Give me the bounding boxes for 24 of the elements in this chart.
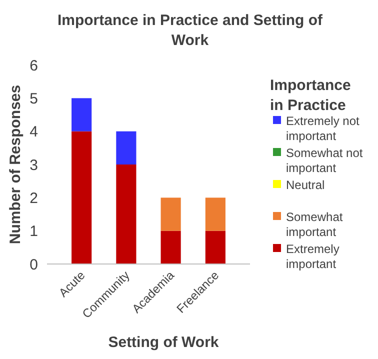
bar (160, 230, 181, 264)
legend-label: Somewhat important (286, 210, 344, 239)
bar (116, 131, 136, 164)
y-tick-label: 6 (30, 57, 38, 74)
bar (160, 198, 181, 231)
y-tick-label: 0 (30, 256, 38, 274)
legend-label: Extremely important (286, 242, 340, 271)
y-tick-label: 2 (30, 190, 38, 207)
legend-title: Importance in Practice (270, 77, 351, 114)
y-tick-label: 5 (30, 90, 38, 108)
y-tick-label: 3 (30, 156, 38, 174)
x-axis-title: Setting of Work (108, 334, 220, 351)
y-tick-label: 4 (30, 124, 38, 141)
legend-label: Extremely not important (286, 114, 360, 143)
bar (72, 131, 92, 264)
bar (205, 230, 226, 264)
chart-title: Importance in Practice and Setting of Work (57, 12, 324, 49)
y-axis-title: Number of Responses (7, 84, 24, 244)
bar (205, 198, 226, 231)
legend-label: Neutral (286, 178, 325, 192)
legend-label: Somewhat not important (286, 146, 364, 175)
bar (116, 164, 136, 264)
y-tick-label: 1 (30, 223, 38, 240)
bar (72, 98, 92, 132)
